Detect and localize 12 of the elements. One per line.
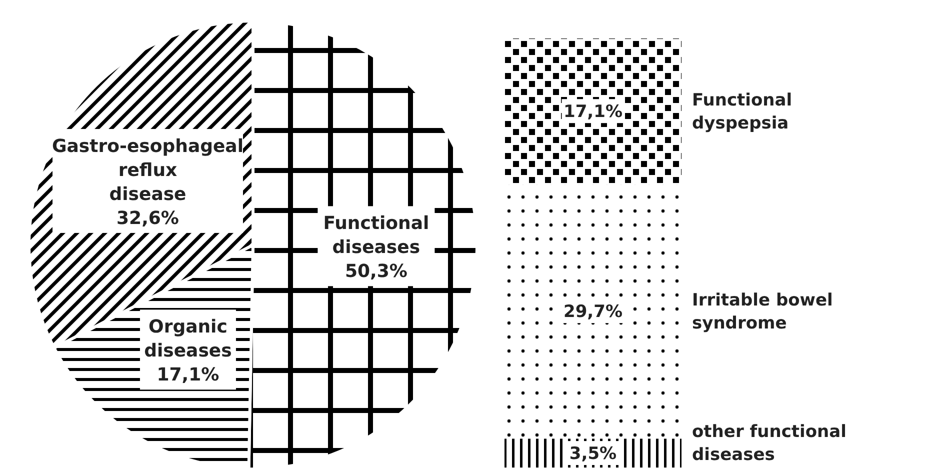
slice-label: Functional diseases xyxy=(323,213,430,258)
data-label: 32,6% xyxy=(116,208,179,229)
data-label: 17,1% xyxy=(156,364,220,386)
data-label: 17,1% xyxy=(564,102,622,122)
series-label: Irritable bowel syndrome xyxy=(692,290,833,334)
series-label: other functional diseases xyxy=(692,422,846,465)
data-label: 50,3% xyxy=(344,261,408,282)
data-label: 29,7% xyxy=(564,302,622,322)
data-label: 3,5% xyxy=(569,444,617,464)
slice-label: Organic diseases xyxy=(144,316,232,362)
slice-label: Gastro-esophageal reflux disease xyxy=(52,136,244,205)
series-label: Functional dyspepsia xyxy=(692,90,792,134)
